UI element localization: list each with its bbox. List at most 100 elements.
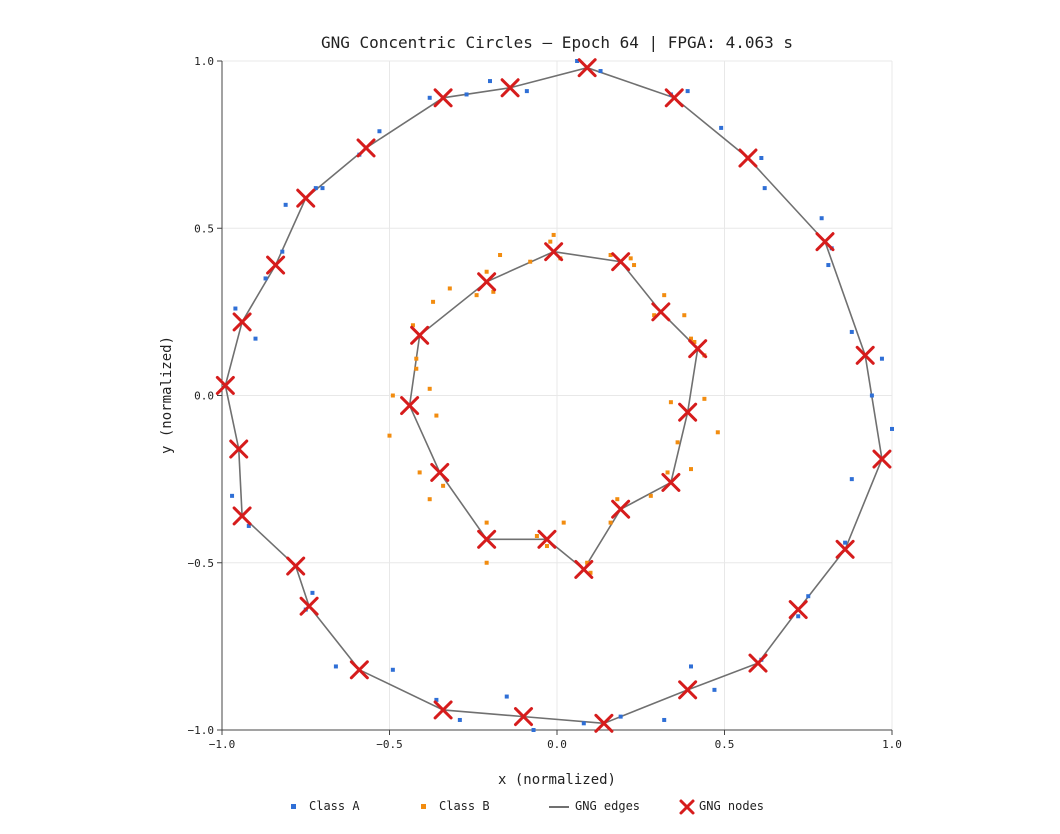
gng-node <box>349 660 369 680</box>
class-a-point <box>662 717 667 722</box>
class-b-point <box>544 544 549 549</box>
class-a-point <box>796 614 801 619</box>
class-b-point <box>427 386 432 391</box>
gng-node <box>430 462 450 482</box>
class-b-point <box>498 253 503 258</box>
gng-node <box>678 680 698 700</box>
gng-node <box>544 242 564 262</box>
class-b-point <box>662 293 667 298</box>
class-a-point <box>843 540 848 545</box>
class-b-point <box>491 289 496 294</box>
class-b-point <box>561 520 566 525</box>
gng-node <box>688 339 708 359</box>
class-a-point <box>869 393 874 398</box>
class-a-point <box>762 186 767 191</box>
y-tick-label: 0.5 <box>194 222 214 235</box>
class-a-point <box>685 89 690 94</box>
legend-swatch <box>291 804 296 809</box>
class-b-point <box>484 520 489 525</box>
gng-node <box>835 539 855 559</box>
class-a-point <box>320 186 325 191</box>
class-b-point <box>551 232 556 237</box>
class-b-point <box>608 253 613 258</box>
grid <box>221 60 893 731</box>
gng-node <box>215 375 235 395</box>
class-b-point <box>682 313 687 318</box>
gng-node <box>433 88 453 108</box>
class-b-point <box>652 313 657 318</box>
class-a-point <box>531 728 536 732</box>
class-a-point <box>581 721 586 726</box>
class-a-point <box>524 89 529 94</box>
gng-node <box>872 449 892 469</box>
gng-node <box>299 596 319 616</box>
gng-node <box>500 78 520 98</box>
legend-label: GNG nodes <box>699 799 764 813</box>
class-a-point <box>719 125 724 130</box>
class-b-point <box>534 533 539 538</box>
class-b-point <box>702 396 707 401</box>
class-b-point <box>390 393 395 398</box>
class-b-point <box>689 467 693 472</box>
gng-nodes <box>215 58 892 733</box>
class-b-point <box>585 560 590 565</box>
legend-swatch <box>679 799 695 815</box>
x-tick-label: 0.0 <box>547 738 567 751</box>
class-a-point <box>759 156 764 161</box>
class-b-point <box>665 470 670 475</box>
class-b-point <box>387 433 392 438</box>
gng-node <box>678 402 698 422</box>
class-a-point <box>283 202 288 207</box>
class-b-point <box>648 493 653 498</box>
gng-node <box>855 345 875 365</box>
class-a-point <box>598 69 603 74</box>
gng-node <box>356 138 376 158</box>
class-a-point <box>806 594 811 599</box>
gng-node <box>477 272 497 292</box>
legend-item-edges: GNG edges <box>549 799 640 813</box>
class-a-point <box>263 276 268 281</box>
class-a-point <box>333 664 338 669</box>
class-b-point <box>484 560 489 565</box>
gng-node <box>577 58 597 78</box>
class-b-point <box>615 497 620 502</box>
legend-item-nodes: GNG nodes <box>679 799 764 815</box>
gng-node <box>611 499 631 519</box>
class-a-point <box>879 356 884 361</box>
gng-node <box>433 700 453 720</box>
class-a-point <box>575 59 580 63</box>
class-b-point <box>628 256 633 261</box>
class-a-point <box>280 249 285 254</box>
gng-node <box>611 252 631 272</box>
gng-node <box>574 559 594 579</box>
y-tick-label: −1.0 <box>188 724 215 737</box>
gng-node <box>788 600 808 620</box>
legend-label: GNG edges <box>575 799 640 813</box>
class-b-point <box>528 259 533 264</box>
class-b-point <box>474 293 479 298</box>
class-b-point <box>588 570 593 575</box>
outer-ring-edges <box>224 66 883 725</box>
class-b-point <box>668 400 673 405</box>
gng-node <box>748 653 768 673</box>
legend-item-class_b: Class B <box>421 799 490 813</box>
inner-ring-edges <box>408 250 699 571</box>
class-a-point <box>826 263 831 268</box>
legend: Class A Class B GNG edges GNG nodes <box>291 799 764 815</box>
gng-node <box>537 529 557 549</box>
class-b-point <box>434 413 439 418</box>
class-b-point <box>417 470 422 475</box>
legend-swatch <box>421 804 426 809</box>
class-a-point <box>457 717 462 722</box>
class-b-point <box>414 366 419 371</box>
class-a-point <box>689 664 693 669</box>
axes: −1.0 −0.5 0.0 0.5 1.0 −1.0 −0.5 0.0 0.5 1.0 <box>188 55 902 751</box>
x-tick-label: −1.0 <box>209 738 236 751</box>
class-a-point <box>313 186 318 191</box>
class-a-point <box>233 306 238 311</box>
class-a-point <box>246 523 251 528</box>
class-a-point <box>434 697 439 702</box>
class-a-point <box>253 336 258 341</box>
class-b-point <box>548 239 553 244</box>
gng-node <box>594 713 614 733</box>
